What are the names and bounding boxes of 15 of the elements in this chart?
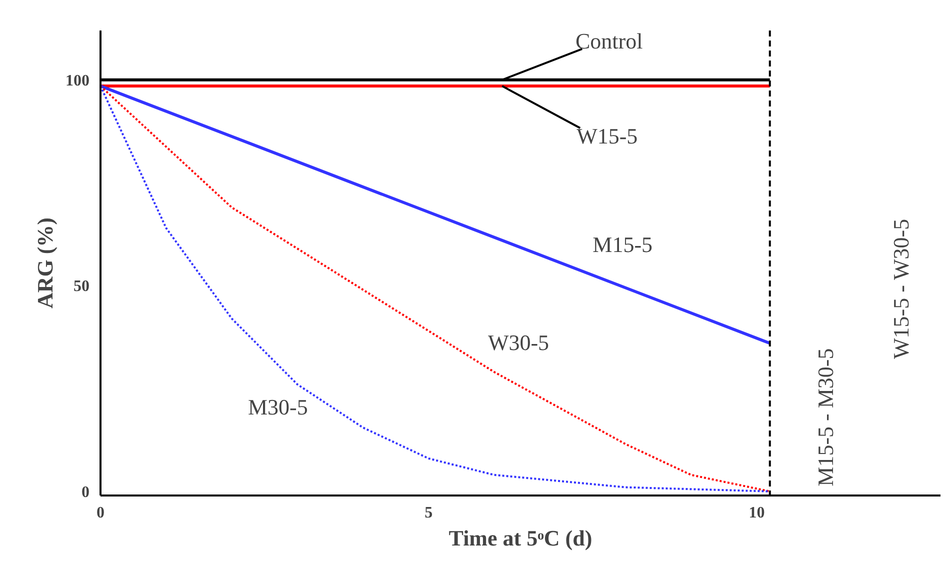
y-tick-label: 100 [66, 72, 90, 90]
y-tick-label: 0 [82, 484, 90, 501]
y-axis-title: ARG (%) [32, 217, 58, 309]
x-tick-label: 5 [424, 504, 433, 522]
series-label: M15-5 [592, 232, 653, 258]
x-axis-title: Time at 5ᵒC (d) [448, 526, 592, 550]
x-tick-label: 10 [748, 504, 765, 522]
x-tick-label: 0 [96, 504, 104, 522]
series-label: M30-5 [248, 394, 308, 420]
annotation: M15-5 - M30-5 [813, 348, 838, 486]
series-label: W30-5 [488, 330, 550, 356]
series-label: W15-5 [576, 124, 638, 149]
annotation: W15-5 - W30-5 [888, 218, 914, 359]
y-tick-label: 50 [74, 278, 90, 296]
series-label: Control [576, 28, 643, 54]
